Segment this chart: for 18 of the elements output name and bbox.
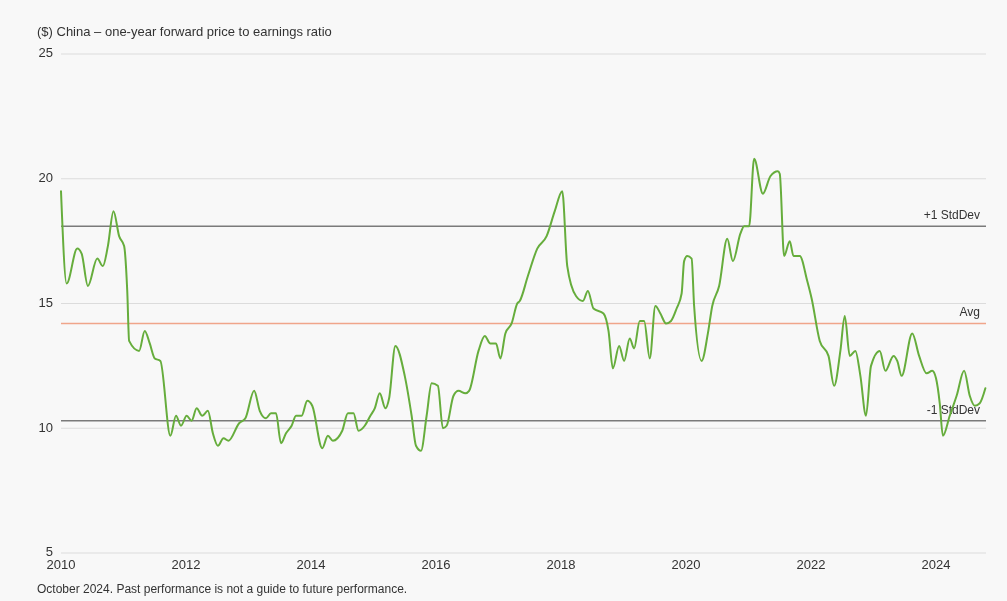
x-tick-label: 2012 [171,557,201,573]
x-tick-label: 2018 [546,557,576,573]
x-tick-label: 2022 [796,557,826,573]
y-tick-label: 25 [38,45,53,61]
ref-line-label: +1 StdDev [923,208,980,223]
y-tick-label: 5 [45,544,53,560]
x-tick-label: 2014 [296,557,326,573]
line-series [60,157,987,452]
text: October 2024. Past performance is not a guide to future performance. [37,582,408,596]
x-tick-label: 2010 [46,557,76,573]
x-tick-label: 2024 [921,557,951,573]
y-axis-title: ($) China – one-year forward price to earnings ratio [37,24,332,39]
x-tick-label: 2016 [421,557,451,573]
ref-line-label: Avg [959,305,980,320]
y-tick-label: 10 [38,419,53,435]
y-tick-label: 15 [38,294,53,310]
y-tick-label: 20 [38,170,53,186]
x-tick-label: 2020 [671,557,701,573]
